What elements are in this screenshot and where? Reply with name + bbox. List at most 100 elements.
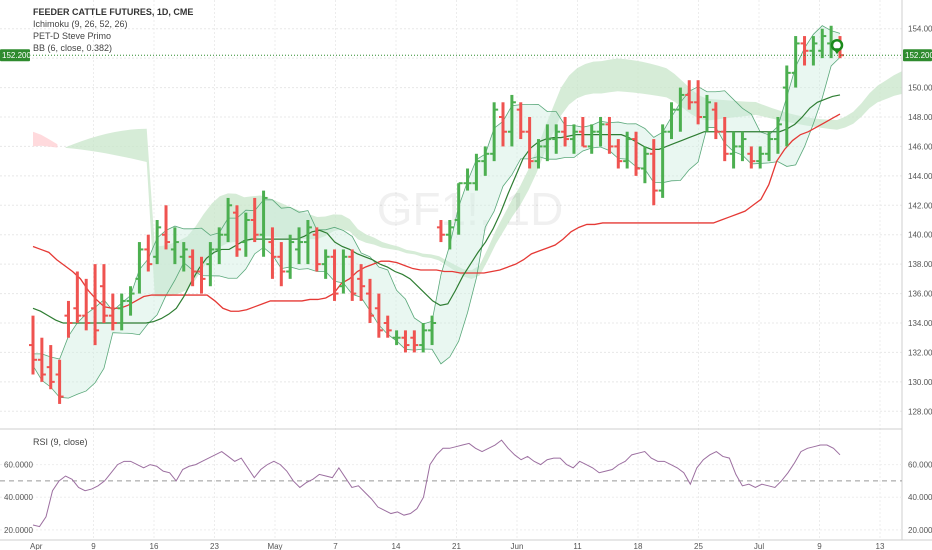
rsi-line: [32, 439, 841, 528]
watermark-text: GF1!, 1D: [377, 183, 564, 235]
ohlc-bar: [401, 330, 410, 353]
price-tick-label: 132.000: [908, 348, 932, 357]
ohlc-bar: [64, 300, 73, 338]
ohlc-bar: [773, 117, 782, 154]
last-price-badge-left: [0, 49, 30, 62]
ohlc-bar: [312, 227, 321, 272]
ohlc-bar: [596, 117, 605, 147]
ohlc-bar: [286, 234, 295, 279]
ohlc-bar: [108, 293, 117, 331]
chart-legend: FEEDER CATTLE FUTURES, 1D, CME Ichimoku …: [33, 6, 193, 54]
ohlc-bar: [694, 80, 703, 125]
ohlc-bar: [303, 220, 312, 265]
ohlc-bar: [295, 227, 304, 265]
ohlc-bar: [765, 131, 774, 162]
ohlc-bar: [55, 359, 64, 404]
ohlc-bar: [321, 249, 330, 279]
time-tick-label: 16: [150, 542, 159, 550]
ohlc-bar: [179, 242, 188, 272]
price-tick-label: 140.000: [908, 231, 932, 240]
ohlc-bar: [428, 315, 437, 346]
ohlc-bar: [632, 131, 641, 176]
ohlc-bar: [383, 315, 392, 338]
symbol-title[interactable]: FEEDER CATTLE FUTURES, 1D, CME: [33, 7, 194, 17]
ohlc-bar: [605, 117, 614, 154]
time-tick-label: Jul: [754, 542, 764, 550]
ohlc-bar: [756, 146, 765, 169]
time-tick-label: 13: [876, 542, 885, 550]
rsi-tick-label-left: 40.0000: [4, 493, 33, 502]
ohlc-bar: [445, 220, 454, 250]
ohlc-bar: [809, 36, 818, 66]
ohlc-bar: [73, 271, 82, 323]
bb-fill: [33, 25, 840, 399]
ohlc-bar: [144, 234, 153, 272]
ohlc-bar: [640, 146, 649, 184]
ohlc-bar: [481, 146, 490, 176]
rsi-panel: 20.0000 20.0000 40.0000 40.0000 60.0000 60.00…: [0, 439, 932, 535]
time-tick-label: 9: [817, 542, 822, 550]
symbol-watermark: GF1!, 1D: [377, 183, 564, 235]
ohlc-bar: [818, 28, 827, 59]
indicator-bb-label[interactable]: BB (6, close, 0.382): [33, 43, 113, 53]
ohlc-bar: [463, 168, 472, 191]
ohlc-bar: [623, 131, 632, 169]
time-tick-label: 23: [210, 542, 219, 550]
ohlc-bar: [29, 315, 37, 375]
ohlc-bar: [525, 117, 534, 169]
time-axis[interactable]: Apr 9 16 23 May 7 14 21 Jun 11 18 25 Jul 9 13: [30, 542, 885, 550]
pet-d-line: [32, 113, 841, 312]
ohlc-bar: [215, 227, 224, 265]
ohlc-bar: [153, 220, 162, 265]
ohlc-bar: [224, 197, 233, 243]
ohlc-bar: [649, 139, 658, 206]
ohlc-bar: [232, 205, 241, 257]
time-tick-label: 14: [392, 542, 401, 550]
time-tick-label: May: [267, 542, 282, 550]
ohlc-bar: [82, 278, 91, 331]
alert-marker-pointer-icon: [833, 48, 841, 55]
ohlc-bar: [472, 153, 481, 191]
ohlc-bar: [685, 80, 694, 110]
ohlc-bar: [410, 330, 419, 353]
ohlc-bar: [374, 293, 383, 338]
bb-lower-line: [32, 57, 841, 399]
ohlc-bar: [277, 242, 286, 287]
price-tick-label: 130.000: [908, 378, 932, 387]
ohlc-bar: [259, 190, 268, 257]
time-tick-label: 18: [634, 542, 643, 550]
last-price-badge-left-text: 152.200: [2, 51, 31, 60]
price-tick-label: 150.000: [908, 84, 932, 93]
ohlc-bar: [658, 124, 667, 198]
rsi-tick-label-right: 60.0000: [908, 461, 932, 470]
ohlc-bar: [569, 124, 578, 154]
ohlc-bar: [339, 249, 348, 294]
ohlc-bar: [738, 131, 747, 162]
ohlc-bar: [348, 249, 357, 301]
ohlc-bar: [99, 264, 108, 323]
time-tick-label: 9: [91, 542, 96, 550]
price-tick-label: 128.000: [908, 407, 932, 416]
indicator-ichimoku-label[interactable]: Ichimoku (9, 26, 52, 26): [33, 19, 128, 29]
ohlc-bar: [587, 124, 596, 154]
rsi-label[interactable]: RSI (9, close): [33, 437, 88, 447]
ohlc-bar: [162, 205, 171, 250]
ohlc-bar: [791, 36, 800, 88]
ohlc-bar: [561, 117, 570, 147]
ohlc-bar: [702, 94, 711, 132]
indicator-petd-label[interactable]: PET-D Steve Primo: [33, 31, 112, 41]
price-badges: 152.200 152.200: [0, 49, 932, 62]
ohlc-bar: [490, 102, 499, 162]
price-tick-label: 146.000: [908, 142, 932, 151]
ohlc-bar: [578, 117, 587, 148]
ohlc-bar: [676, 87, 685, 132]
ohlc-bar: [543, 124, 552, 162]
cloud-segment: [33, 131, 58, 148]
time-tick-label: Apr: [30, 542, 43, 550]
time-tick-label: 7: [333, 542, 338, 550]
ohlc-bar: [552, 124, 561, 154]
ohlc-bar: [206, 242, 215, 287]
price-tick-label: 144.000: [908, 172, 932, 181]
ohlc-bar: [197, 256, 206, 294]
